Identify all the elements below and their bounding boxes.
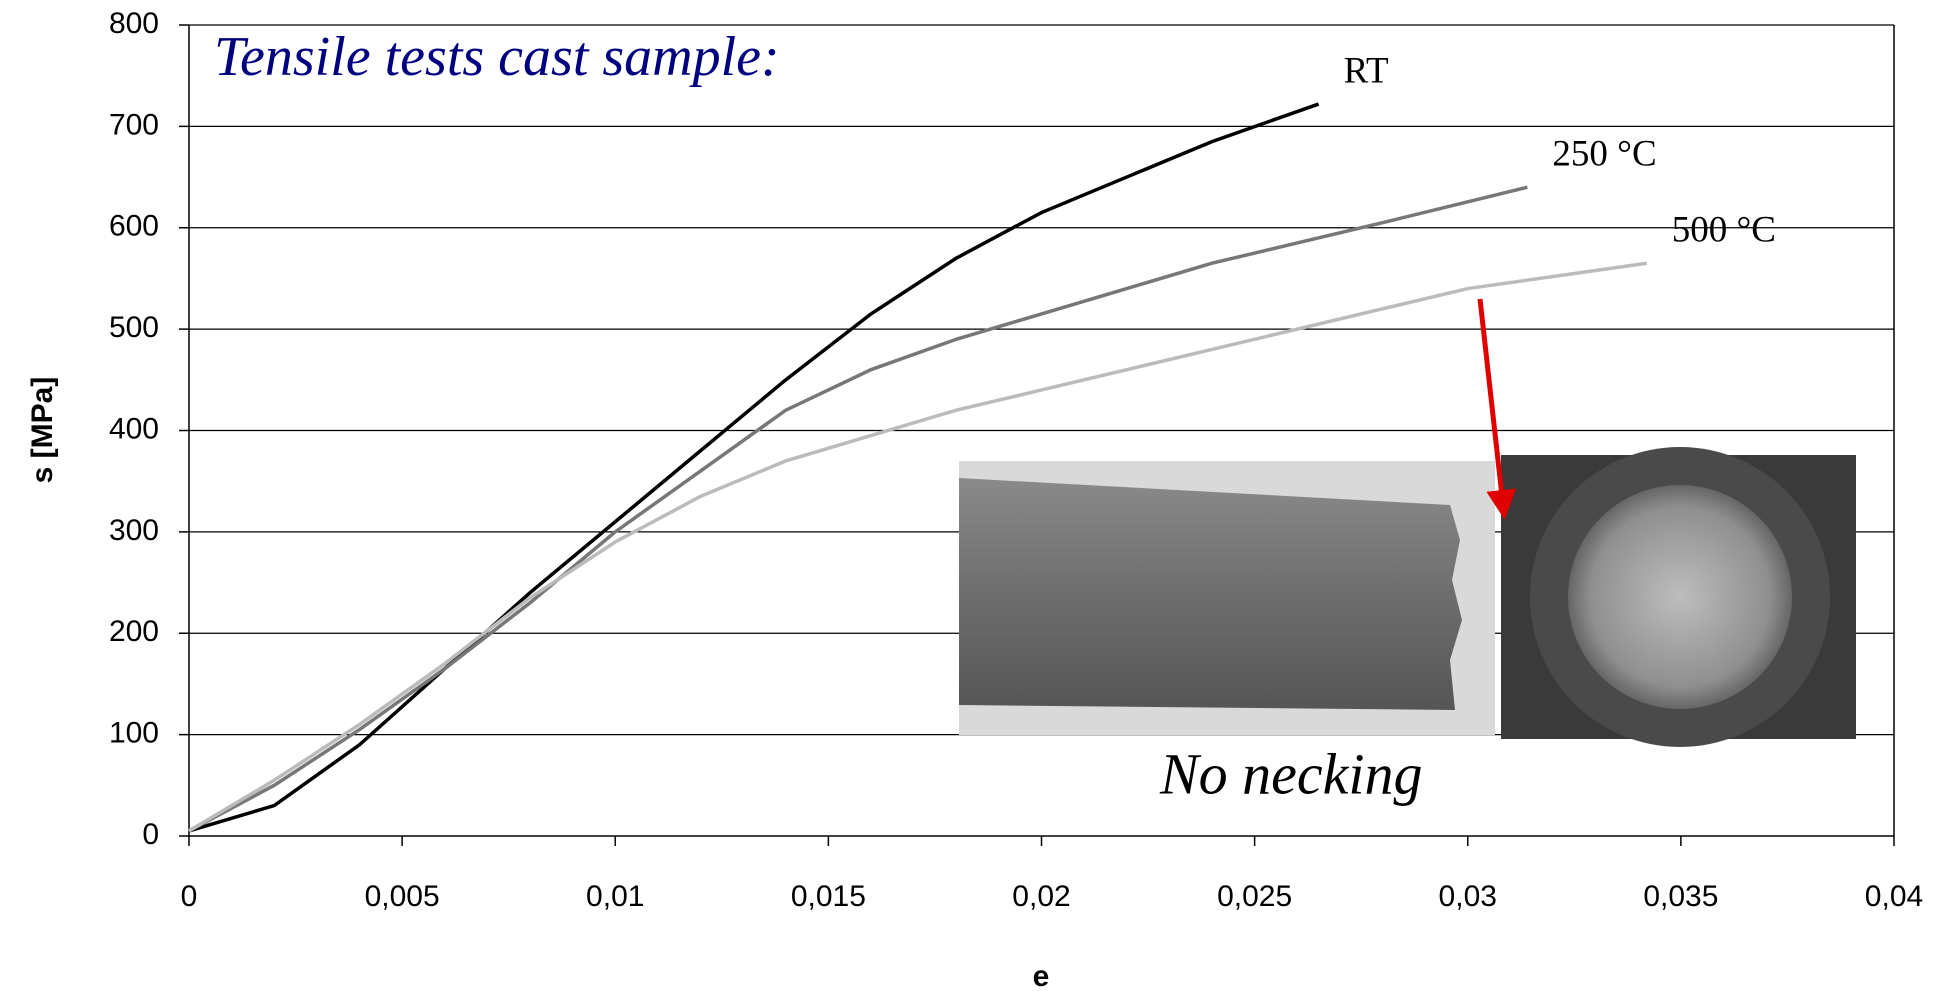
y-tick-label: 600 [109,210,159,243]
series-line [188,261,1648,833]
annotation: No necking [1159,741,1423,806]
y-tick-label: 0 [142,818,159,851]
series-label: 250 °C [1552,134,1656,175]
y-tick-label: 100 [109,717,159,750]
x-tick-label: 0,015 [791,880,866,913]
y-tick-label: 700 [109,108,159,141]
series-label: 500 °C [1672,210,1776,251]
series-line [188,185,1528,833]
x-tick-label: 0,025 [1217,880,1292,913]
arrow [1477,298,1517,520]
x-tick-label: 0,02 [1012,880,1070,913]
y-tick-label: 500 [109,311,159,344]
x-tick-label: 0,03 [1439,880,1497,913]
y-tick-label: 300 [109,514,159,547]
y-tick-label: 800 [109,7,159,40]
y-axis-label: s [MPa] [26,377,59,484]
x-axis-label: e [1033,960,1050,991]
y-tick-label: 200 [109,615,159,648]
series-label: RT [1344,51,1389,92]
x-tick-label: 0 [181,880,198,913]
x-tick-label: 0,04 [1865,880,1923,913]
chart-title: Tensile tests cast sample: [214,26,780,88]
photo-fracture [1501,447,1856,747]
x-tick-label: 0,01 [586,880,644,913]
y-tick-label: 400 [109,412,159,445]
series-line [188,102,1320,833]
x-tick-label: 0,005 [365,880,440,913]
x-tick-label: 0,035 [1643,880,1718,913]
photo-side [959,461,1495,735]
